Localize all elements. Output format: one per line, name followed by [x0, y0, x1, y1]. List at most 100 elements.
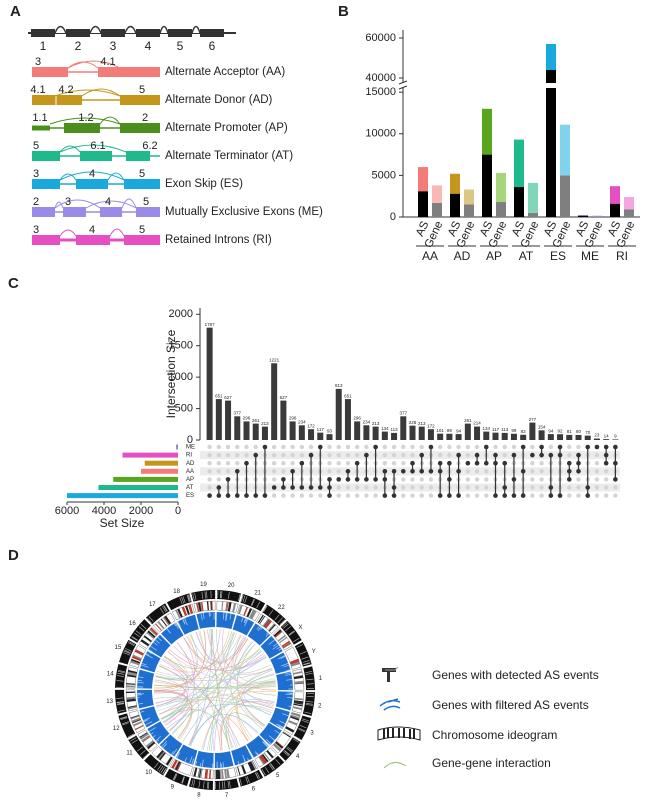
- exon-number: 1: [40, 39, 47, 53]
- exon-number: 4.1: [30, 84, 45, 96]
- value-label: 94: [548, 428, 554, 433]
- filtered-ring: [196, 612, 216, 629]
- ideogram-band: [159, 752, 166, 761]
- ideogram-band: [171, 759, 178, 769]
- matrix-dot-active: [603, 452, 609, 458]
- detected-gene: [299, 725, 307, 729]
- legend-icons: [377, 666, 421, 769]
- exon: [32, 179, 60, 189]
- chromosome-outer: [191, 590, 216, 602]
- filtered-ring: [275, 691, 293, 711]
- event-label: Alternate Acceptor (AA): [165, 66, 285, 78]
- matrix-dot: [465, 485, 471, 490]
- detected-gene: [153, 762, 159, 769]
- ideogram-band: [195, 602, 200, 612]
- splice-arc: [59, 229, 77, 237]
- matrix-dot: [225, 452, 231, 458]
- ideogram-band: [141, 735, 150, 742]
- matrix-dot-active: [520, 493, 526, 498]
- set-size-bar: [67, 493, 178, 499]
- matrix-dot: [281, 461, 286, 466]
- ideogram-band: [279, 636, 288, 644]
- filtered-gene: [272, 642, 278, 647]
- matrix-dot: [345, 493, 351, 498]
- matrix-dot: [594, 477, 600, 482]
- bar: [243, 421, 250, 440]
- matrix-dot: [336, 461, 341, 466]
- matrix-dot-active: [290, 469, 295, 474]
- filtered-gene: [182, 618, 186, 625]
- detected-gene: [198, 780, 201, 788]
- detected-gene: [256, 601, 261, 609]
- matrix-dot: [364, 493, 369, 498]
- interaction: [169, 648, 261, 670]
- ideogram-band: [241, 764, 247, 775]
- chromosome-outer: [302, 691, 315, 717]
- chromosome-outer: [144, 754, 168, 776]
- ideogram-band: [215, 769, 219, 779]
- detected-gene: [303, 662, 311, 666]
- matrix-dot-active: [483, 444, 489, 450]
- interaction: [209, 632, 235, 751]
- matrix-dot-active: [474, 460, 480, 466]
- matrix-dot-active: [410, 469, 415, 474]
- detected-gene: [287, 746, 294, 752]
- detected-gene: [207, 781, 209, 789]
- ideogram-band: [127, 671, 137, 676]
- matrix-dot-active: [613, 477, 618, 482]
- detected-gene: [117, 675, 125, 677]
- bar: [575, 434, 582, 440]
- detected-gene: [120, 716, 127, 719]
- filtered-gene: [155, 639, 160, 644]
- ideogram-band: [259, 615, 266, 624]
- detected-gene: [283, 623, 289, 629]
- detected-gene: [138, 626, 145, 632]
- matrix-dot: [428, 485, 434, 490]
- chromosome-outer: [129, 619, 151, 643]
- matrix-dot-active: [613, 460, 618, 466]
- ideogram-band: [157, 621, 165, 630]
- matrix-dot-active: [548, 493, 554, 498]
- interaction: [162, 658, 237, 748]
- matrix-dot: [603, 485, 609, 490]
- bar: [280, 400, 287, 440]
- matrix-dot-active: [428, 469, 434, 474]
- ideogram-band: [146, 631, 155, 639]
- ideogram-band: [127, 669, 138, 674]
- value-label: 277: [529, 417, 537, 422]
- matrix-dot: [530, 444, 535, 450]
- matrix-dot-active: [511, 493, 517, 498]
- filtered-gene: [222, 612, 225, 620]
- matrix-dot: [484, 469, 489, 474]
- exon-number: 4.2: [58, 84, 73, 96]
- matrix-dot: [207, 469, 212, 474]
- ideogram-band: [176, 762, 182, 771]
- interaction: [216, 629, 263, 730]
- matrix-dot-active: [520, 469, 526, 474]
- exon: [32, 151, 60, 161]
- ideogram-band: [126, 685, 136, 688]
- filtered-gene: [263, 741, 269, 748]
- exon-number: 6.1: [90, 140, 105, 152]
- detected-gene: [117, 670, 125, 673]
- exon: [100, 207, 122, 217]
- bar: [464, 423, 471, 440]
- detected-gene: [292, 738, 300, 743]
- set-size-bar: [144, 460, 178, 466]
- interaction: [243, 681, 276, 716]
- filtered-gene: [285, 673, 292, 676]
- bar: [474, 426, 481, 440]
- bar: [400, 416, 407, 440]
- intron-hump: [159, 25, 169, 34]
- chromosome-label: 3: [310, 730, 314, 736]
- interaction: [154, 697, 193, 739]
- matrix-dot: [502, 452, 507, 458]
- detected-gene: [305, 672, 313, 675]
- matrix-dot: [345, 452, 351, 458]
- matrix-dot: [235, 461, 240, 466]
- matrix-dot: [539, 461, 544, 466]
- matrix-dot: [345, 444, 351, 450]
- ideogram-band: [268, 624, 276, 632]
- ideogram-band: [266, 750, 274, 759]
- interaction: [203, 669, 273, 750]
